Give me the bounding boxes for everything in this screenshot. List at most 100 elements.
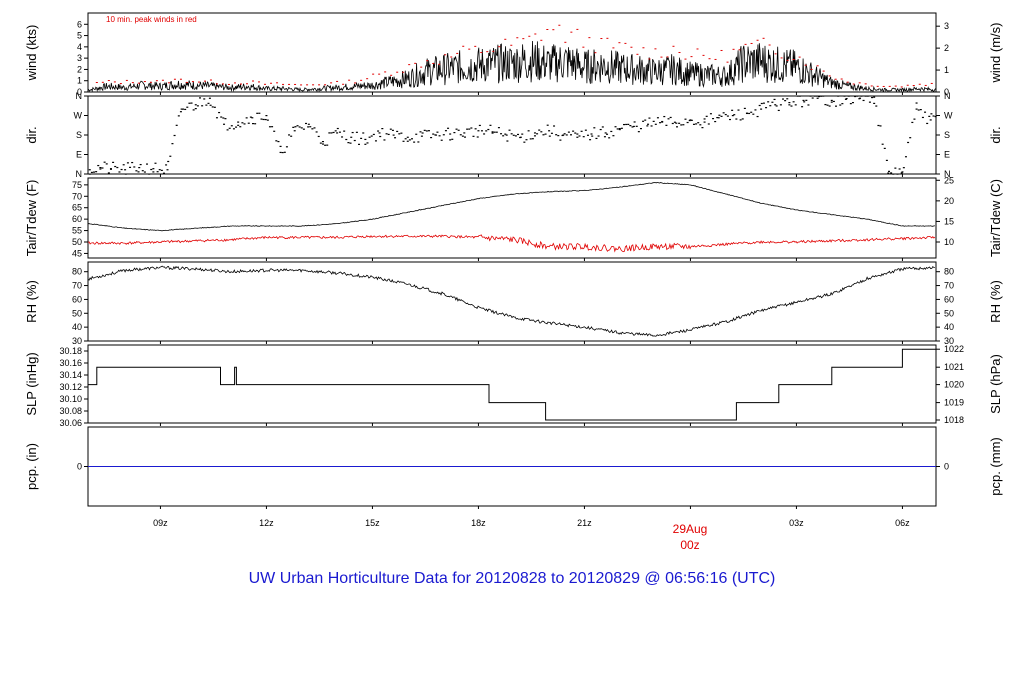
- dir-point: [875, 105, 878, 107]
- wind-peak-point: [846, 81, 849, 83]
- dir-point: [752, 113, 755, 115]
- dir-point: [854, 95, 857, 98]
- dir-point: [735, 118, 738, 120]
- wind-peak-point: [215, 83, 218, 85]
- dir-point: [364, 143, 367, 145]
- dir-right-tick-label: N: [944, 169, 951, 179]
- dir-point: [162, 172, 165, 174]
- dir-point: [618, 128, 621, 131]
- dir-point: [271, 126, 274, 128]
- dir-point: [689, 119, 692, 121]
- dir-point: [400, 132, 403, 134]
- temp-air-line: [87, 181, 935, 232]
- slp-left-tick-label: 30.16: [59, 358, 82, 368]
- dir-point: [196, 105, 199, 107]
- dir-point: [199, 97, 202, 99]
- wind-peak-point: [900, 86, 903, 88]
- dir-point: [603, 136, 606, 138]
- dir-point: [370, 135, 373, 137]
- dir-point: [208, 97, 211, 99]
- dir-point: [680, 124, 683, 126]
- dir-left-tick-label: W: [74, 111, 83, 121]
- dir-right-tick-label: E: [944, 150, 950, 160]
- dir-point: [266, 119, 269, 121]
- dir-point: [756, 115, 759, 118]
- dir-point: [438, 135, 441, 137]
- wind-peak-point: [396, 71, 399, 73]
- wind-peak-point: [227, 83, 230, 85]
- wind-peak-point: [468, 48, 471, 50]
- wind-peak-point: [630, 46, 633, 48]
- dir-point: [124, 173, 127, 175]
- dir-point: [154, 162, 157, 164]
- wind-peak-point: [137, 82, 140, 84]
- slp-left-tick-label: 30.18: [59, 346, 82, 356]
- dir-point: [542, 134, 545, 136]
- dir-point: [533, 132, 536, 134]
- dir-point: [883, 147, 886, 150]
- dir-left-tick-label: N: [76, 91, 83, 101]
- dir-point: [631, 126, 634, 128]
- dir-point: [334, 130, 337, 132]
- wind-peak-point: [282, 83, 285, 85]
- dir-point: [495, 131, 498, 133]
- dir-point: [887, 172, 890, 174]
- dir-point: [260, 118, 263, 120]
- dir-point: [194, 108, 197, 110]
- wind-peak-point: [336, 80, 339, 82]
- dir-point: [220, 116, 223, 118]
- wind-peak-point: [474, 45, 477, 47]
- wind-peak-point: [732, 48, 735, 50]
- dir-point: [137, 171, 140, 173]
- dir-point: [258, 112, 261, 114]
- dir-point: [632, 125, 635, 128]
- wind-peak-point: [756, 39, 759, 41]
- dir-point: [241, 122, 244, 124]
- dir-point: [731, 115, 734, 117]
- dir-point: [436, 131, 439, 133]
- dir-point: [103, 161, 106, 163]
- dir-point: [351, 131, 354, 134]
- wind-peak-point: [804, 64, 807, 66]
- dir-point: [493, 131, 496, 133]
- rh-left-tick-label: 80: [72, 267, 82, 277]
- wind-left-tick-label: 2: [77, 64, 82, 74]
- dir-point: [934, 115, 937, 118]
- dir-point: [894, 167, 897, 169]
- dir-point: [567, 131, 570, 133]
- dir-point: [230, 125, 233, 127]
- dir-point: [811, 97, 814, 99]
- dir-point: [366, 142, 369, 144]
- dir-point: [517, 133, 520, 136]
- wind-peak-point: [432, 62, 435, 64]
- wind-peak-point: [360, 79, 363, 81]
- dir-point: [114, 165, 117, 168]
- dir-point: [529, 138, 532, 140]
- dir-point: [415, 133, 418, 135]
- dir-right-tick-label: N: [944, 91, 951, 101]
- dir-point: [801, 106, 804, 108]
- dir-point: [604, 132, 607, 134]
- dir-point: [860, 95, 863, 97]
- dir-point: [265, 115, 268, 117]
- dir-point: [794, 104, 797, 106]
- wind-peak-point: [750, 42, 753, 44]
- wind-peak-point: [576, 28, 579, 30]
- dir-point: [578, 135, 581, 137]
- time-tick-label: 03z: [789, 518, 804, 528]
- dir-point: [203, 98, 206, 100]
- dir-point: [697, 122, 700, 124]
- dir-point: [489, 124, 492, 126]
- dir-point: [690, 119, 693, 121]
- dir-point: [406, 136, 409, 138]
- dir-point: [824, 103, 827, 106]
- dir-point: [148, 173, 151, 175]
- dir-point: [378, 132, 381, 134]
- dir-point: [843, 95, 846, 97]
- rh-left-tick-label: 30: [72, 336, 82, 346]
- wind-peak-point: [221, 83, 224, 85]
- wind-peak-point: [342, 83, 345, 85]
- dir-point: [692, 123, 695, 125]
- dir-point: [803, 101, 806, 103]
